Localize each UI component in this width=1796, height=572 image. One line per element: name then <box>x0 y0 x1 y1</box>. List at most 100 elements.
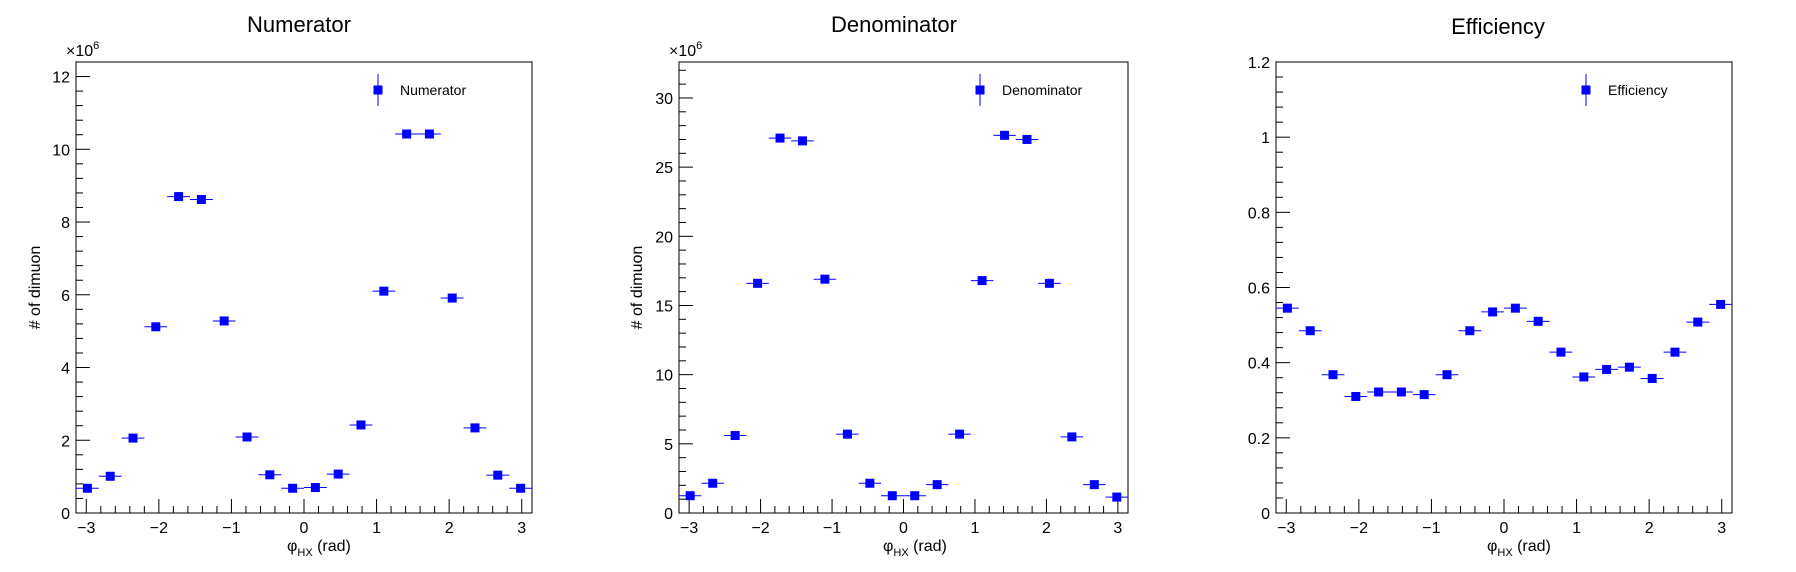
data-point <box>836 429 859 439</box>
data-point <box>1435 370 1459 380</box>
point-marker <box>424 129 434 139</box>
data-point <box>509 483 533 493</box>
x-axis-label-unit: (rad) <box>909 538 947 555</box>
point-marker <box>932 480 942 490</box>
y-tick-label: 0 <box>664 506 673 523</box>
point-marker <box>1693 317 1703 327</box>
point-marker <box>1716 299 1726 309</box>
data-point <box>1344 391 1368 401</box>
point-marker <box>1442 370 1452 380</box>
data-point <box>970 276 994 286</box>
point-marker <box>910 491 920 501</box>
data-point <box>1709 299 1733 309</box>
data-point <box>1549 347 1573 357</box>
legend: Numerator <box>373 74 466 106</box>
data-point <box>258 470 282 480</box>
data-point <box>98 471 122 481</box>
y-tick-label: 10 <box>52 142 70 159</box>
x-tick-label: −2 <box>1350 520 1368 537</box>
x-tick-label: −1 <box>823 520 841 537</box>
data-point <box>813 274 837 284</box>
x-axis-label-symbol: φ <box>883 538 893 555</box>
point-marker <box>1351 391 1361 401</box>
y-tick-label: 2 <box>61 433 70 450</box>
x-tick-label: 3 <box>517 520 526 537</box>
data-point <box>1060 432 1084 442</box>
point-marker <box>1089 480 1099 490</box>
exponent-base: ×10 <box>669 43 696 60</box>
data-point <box>858 478 882 488</box>
x-tick-label: 0 <box>1500 520 1509 537</box>
point-marker <box>310 483 320 493</box>
data-point <box>281 483 305 493</box>
y-tick-label: 0.8 <box>1248 205 1270 222</box>
data-point <box>723 431 747 441</box>
x-tick-label: 2 <box>1645 520 1654 537</box>
data-point <box>881 491 904 501</box>
point-marker <box>1305 326 1315 336</box>
point-marker <box>1396 387 1406 397</box>
point-marker <box>955 429 965 439</box>
x-axis-label: φHX (rad) <box>1487 538 1551 559</box>
point-marker <box>977 276 987 286</box>
point-marker <box>242 432 252 442</box>
y-tick-label: 10 <box>655 368 673 385</box>
plot-frame <box>1275 61 1733 514</box>
exponent-base: ×10 <box>66 43 93 60</box>
point-marker <box>1488 307 1498 317</box>
point-marker <box>516 483 526 493</box>
x-tick-label: −3 <box>1277 520 1295 537</box>
point-marker <box>1670 347 1680 357</box>
chart-title: Denominator <box>831 12 957 37</box>
y-tick-label: 12 <box>52 70 70 87</box>
y-exponent-label: ×106 <box>669 40 702 60</box>
data-point <box>189 194 213 204</box>
point-marker <box>333 469 343 479</box>
x-axis-label-symbol: φ <box>287 538 297 555</box>
point-marker <box>842 429 852 439</box>
data-point <box>1526 316 1550 326</box>
x-tick-label: 2 <box>1042 520 1051 537</box>
y-tick-label: 6 <box>61 288 70 305</box>
y-tick-label: 4 <box>61 361 70 378</box>
x-axis-label-subscript: HX <box>297 547 313 559</box>
x-axis-label-unit: (rad) <box>313 538 351 555</box>
point-marker <box>865 478 875 488</box>
legend-label: Numerator <box>400 82 466 98</box>
data-point <box>463 423 487 433</box>
data-point <box>1105 492 1129 502</box>
data-point <box>418 129 441 139</box>
point-marker <box>1000 130 1010 140</box>
data-point <box>1275 303 1299 313</box>
exponent-power: 6 <box>696 40 702 52</box>
point-marker <box>493 470 503 480</box>
chart-title: Numerator <box>247 12 351 37</box>
point-marker <box>174 192 184 202</box>
y-axis-label: # of dimuon <box>629 246 646 330</box>
legend-marker <box>1581 85 1591 95</box>
point-marker <box>379 286 389 296</box>
data-point <box>768 133 792 143</box>
x-axis-label: φHX (rad) <box>883 538 947 559</box>
data-point <box>903 491 926 501</box>
data-point <box>948 429 971 439</box>
x-tick-label: −2 <box>150 520 168 537</box>
data-point <box>1367 387 1390 397</box>
x-axis-label-unit: (rad) <box>1513 538 1551 555</box>
x-tick-label: −2 <box>751 520 769 537</box>
y-axis-label: # of dimuon <box>27 246 44 330</box>
point-marker <box>1419 390 1429 400</box>
y-tick-label: 0.4 <box>1248 356 1270 373</box>
legend-marker <box>373 85 383 95</box>
x-axis-label-symbol: φ <box>1487 538 1497 555</box>
y-tick-label: 5 <box>664 437 673 454</box>
data-point <box>486 470 510 480</box>
point-marker <box>470 423 480 433</box>
y-tick-label: 15 <box>655 298 673 315</box>
x-tick-label: 1 <box>372 520 381 537</box>
x-tick-label: −1 <box>1422 520 1440 537</box>
data-point <box>440 293 464 303</box>
y-tick-label: 30 <box>655 91 673 108</box>
